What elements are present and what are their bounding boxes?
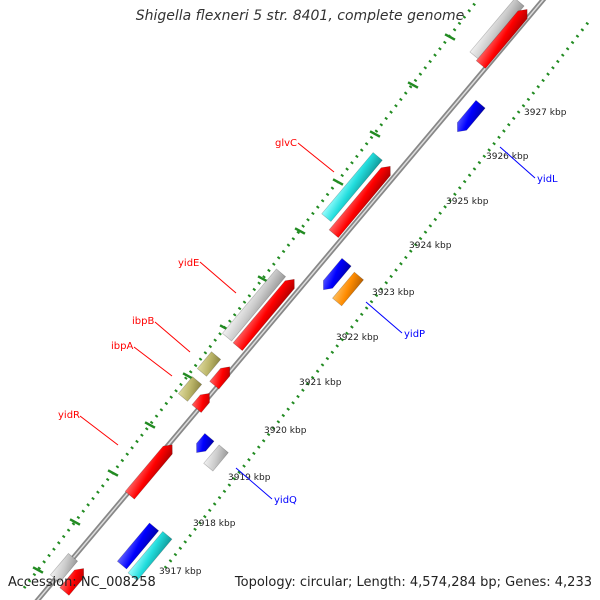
- tick-major-outer: [294, 227, 306, 235]
- scale-label: 3924 kbp: [409, 241, 452, 251]
- gene-red-yidR: [124, 444, 173, 500]
- gene-top-blue: [116, 522, 160, 570]
- scale-label: 3917 kbp: [159, 567, 202, 577]
- scale-label: 3921 kbp: [299, 378, 342, 388]
- gene-red-glvC: [328, 165, 391, 238]
- genome-title: Shigella flexneri 5 str. 8401, complete …: [135, 8, 465, 24]
- tick-track-inner: [163, 19, 592, 569]
- tick-major-outer: [107, 469, 119, 477]
- gene-top-gray-2: [49, 552, 79, 584]
- scale-label: 3923 kbp: [372, 288, 415, 298]
- tick-major-outer: [407, 81, 419, 89]
- tick-major-outer: [369, 130, 381, 138]
- tick-track-outer: [22, 1, 478, 589]
- backbone: [34, 0, 547, 600]
- tick-major-outer: [444, 33, 456, 41]
- scale-label: 3919 kbp: [228, 473, 271, 483]
- gene-label-top: ibpA: [111, 341, 133, 352]
- tick-major-outer: [32, 566, 44, 574]
- leader-line: [499, 146, 536, 179]
- leader-line: [297, 142, 335, 173]
- gene-yidQ: [196, 433, 215, 454]
- gene-label-top: yidR: [58, 410, 80, 421]
- scale-label: 3926 kbp: [486, 152, 529, 162]
- leader-line: [154, 321, 191, 353]
- gene-label-top: yidE: [178, 258, 199, 269]
- gene-label-top: glvC: [275, 138, 297, 149]
- scale-label: 3925 kbp: [446, 197, 489, 207]
- leader-line: [199, 261, 237, 294]
- tick-major-outer: [69, 518, 81, 526]
- gene-yidQ-gray: [203, 444, 229, 472]
- gene-label-bottom: yidP: [404, 329, 425, 340]
- gene-ibpB: [196, 351, 222, 377]
- tick-major-outer: [257, 275, 269, 283]
- backbone-highlight: [36, 0, 544, 600]
- tick-major-outer: [182, 372, 194, 380]
- gene-label-bottom: yidL: [537, 174, 558, 185]
- leader-line: [235, 467, 273, 500]
- tick-marks: [22, 1, 592, 589]
- leader-line: [133, 346, 173, 377]
- gene-yidP-orange: [332, 271, 364, 307]
- accession-text: Accession: NC_008258: [8, 575, 156, 590]
- gene-yidL: [457, 99, 486, 133]
- gene-red-ibpA: [191, 392, 210, 413]
- gene-glvC: [321, 152, 383, 222]
- scale-label: 3927 kbp: [524, 108, 567, 118]
- gene-red-ibpB: [209, 366, 231, 390]
- gene-bottom-cyan: [127, 531, 173, 581]
- scale-label: 3918 kbp: [193, 519, 236, 529]
- genes: [49, 0, 528, 596]
- scale-label: 3920 kbp: [264, 426, 307, 436]
- labels: 3917 kbp 3918 kbp 3919 kbp 3920 kbp 3921 kbp…: [58, 108, 567, 577]
- gene-red-1: [475, 9, 528, 69]
- topology-text: Topology: circular; Length: 4,574,284 bp…: [234, 575, 592, 590]
- tick-major-outer: [144, 421, 156, 429]
- gene-label-top: ibpB: [132, 316, 154, 327]
- leader-line: [365, 301, 403, 334]
- gene-red-2: [59, 568, 85, 596]
- gene-yidP: [323, 257, 352, 291]
- gene-ibpA: [177, 376, 203, 402]
- leader-line: [79, 415, 119, 446]
- gene-label-bottom: yidQ: [274, 495, 297, 506]
- scale-label: 3922 kbp: [336, 333, 379, 343]
- gene-red-yidE: [232, 278, 295, 351]
- tick-major-outer: [332, 178, 344, 186]
- gene-yidE: [221, 268, 287, 342]
